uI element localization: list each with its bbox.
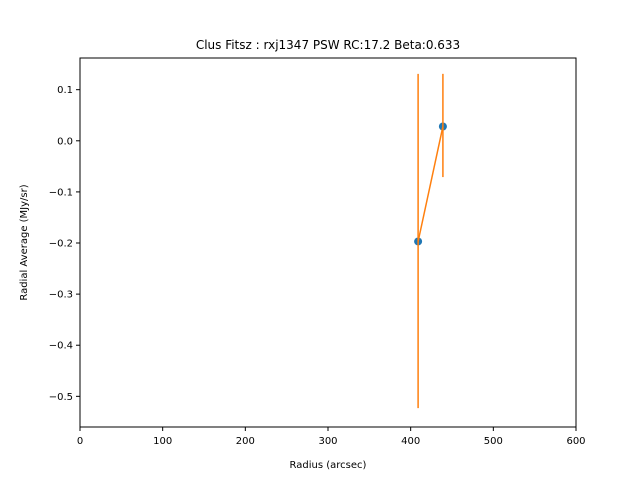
y-axis-label: Radial Average (MJy/sr) bbox=[19, 184, 30, 300]
x-tick-label: 500 bbox=[484, 436, 503, 447]
x-tick-label: 100 bbox=[153, 436, 172, 447]
x-axis: 0 100 200 300 400 500 600 bbox=[77, 427, 586, 447]
y-tick-label: −0.3 bbox=[49, 290, 73, 301]
x-tick-label: 300 bbox=[318, 436, 337, 447]
y-tick-label: −0.2 bbox=[49, 239, 73, 250]
x-tick-label: 0 bbox=[77, 436, 83, 447]
chart-title: Clus Fitsz : rxj1347 PSW RC:17.2 Beta:0.… bbox=[196, 38, 460, 52]
y-tick-label: 0.1 bbox=[57, 85, 73, 96]
plot-marks bbox=[414, 73, 447, 409]
x-tick-label: 200 bbox=[236, 436, 255, 447]
plot-frame bbox=[79, 57, 577, 428]
x-tick-label: 400 bbox=[401, 436, 420, 447]
x-axis-label: Radius (arcsec) bbox=[290, 460, 367, 471]
y-axis: 0.1 0.0 −0.1 −0.2 −0.3 −0.4 −0.5 bbox=[49, 85, 80, 403]
y-tick-label: 0.0 bbox=[57, 136, 73, 147]
y-tick-label: −0.5 bbox=[49, 392, 73, 403]
y-tick-label: −0.4 bbox=[49, 341, 73, 352]
x-tick-label: 600 bbox=[566, 436, 585, 447]
y-tick-label: −0.1 bbox=[49, 187, 73, 198]
series-line bbox=[417, 126, 444, 242]
